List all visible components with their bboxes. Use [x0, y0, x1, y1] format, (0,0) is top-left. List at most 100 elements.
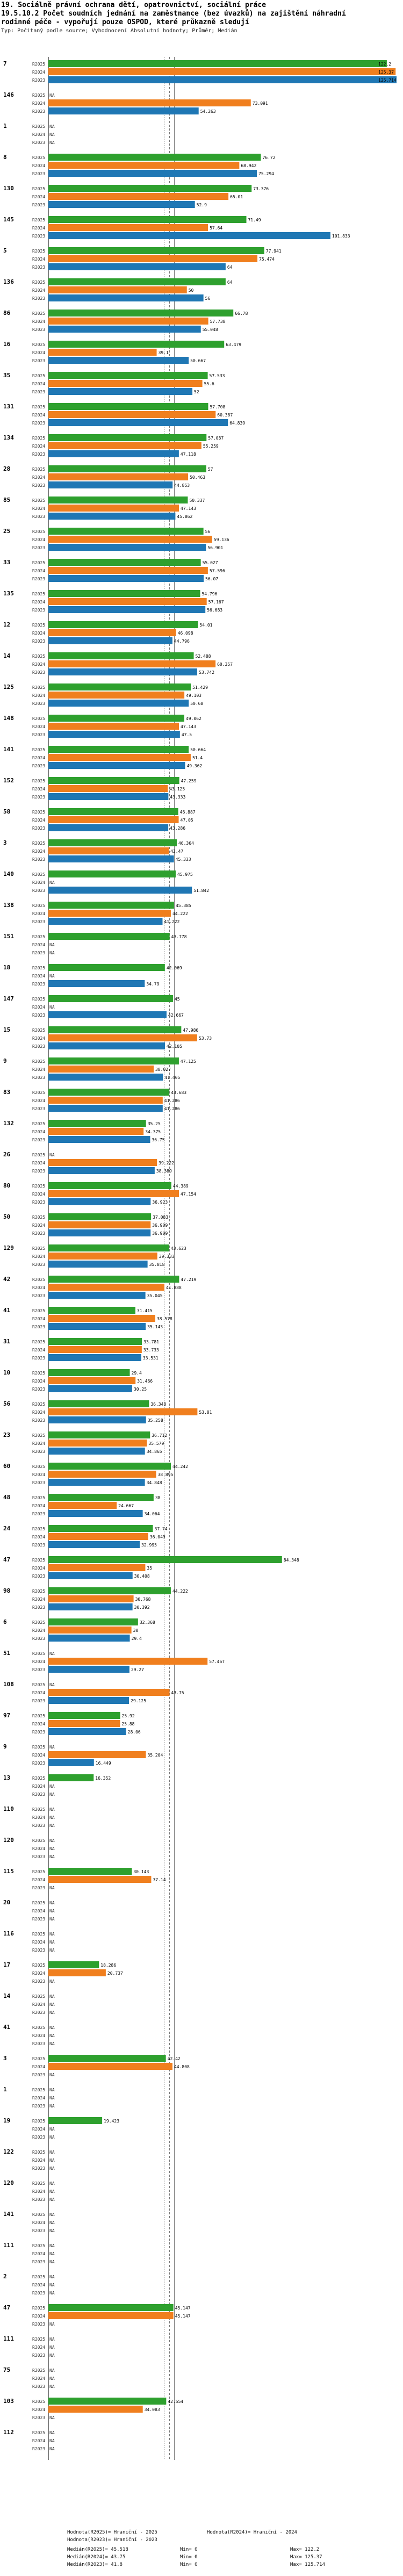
series-label: R2023 — [32, 1823, 45, 1828]
value-label: 35.204 — [147, 1753, 163, 1758]
bar-r2024 — [48, 1377, 136, 1384]
value-label: NA — [49, 2096, 55, 2100]
value-label: 33.781 — [143, 1340, 159, 1344]
bar-r2024 — [48, 1658, 208, 1665]
bar-r2023 — [48, 1635, 130, 1642]
bar-r2024 — [48, 1564, 146, 1571]
bar-r2025 — [48, 310, 234, 316]
value-label: NA — [49, 1901, 55, 1905]
category-label: 110 — [3, 1805, 14, 1812]
series-label: R2024 — [32, 1348, 45, 1352]
value-label: 34.064 — [145, 1512, 160, 1516]
series-label: R2025 — [32, 1495, 45, 1500]
value-label: 51.429 — [192, 685, 208, 690]
series-label: R2025 — [32, 1682, 45, 1687]
value-label: NA — [49, 2415, 55, 2420]
series-label: R2023 — [32, 1512, 45, 1516]
category-label: 2 — [3, 2273, 7, 2280]
bar-r2023 — [48, 76, 397, 83]
value-label: 25.88 — [121, 1722, 134, 1726]
series-label: R2025 — [32, 1433, 45, 1438]
value-label: 50.68 — [190, 701, 203, 706]
bar-r2023 — [48, 762, 185, 769]
value-label: NA — [49, 1815, 55, 1820]
bar-r2025 — [48, 1089, 170, 1096]
category-label: 134 — [3, 434, 14, 441]
value-label: 42.42 — [168, 2056, 181, 2061]
value-label: NA — [49, 93, 55, 98]
value-label: 71.49 — [248, 218, 261, 222]
category-label: 145 — [3, 216, 14, 223]
category-label: 122 — [3, 2148, 14, 2155]
series-label: R2024 — [32, 1067, 45, 1072]
value-label: 37.74 — [155, 1527, 168, 1531]
bar-r2023 — [48, 1759, 94, 1766]
bar-r2023 — [48, 481, 173, 488]
series-label: R2025 — [32, 779, 45, 783]
value-label: 44.222 — [172, 911, 188, 916]
series-label: R2025 — [32, 218, 45, 222]
series-label: R2024 — [32, 1784, 45, 1789]
bar-r2023 — [48, 294, 204, 301]
category-label: 85 — [3, 497, 10, 503]
series-label: R2023 — [32, 2260, 45, 2264]
bar-r2024 — [48, 286, 187, 293]
value-label: NA — [49, 2197, 55, 2202]
bar-r2023 — [48, 1011, 167, 1018]
value-label: 38.389 — [156, 1169, 172, 1174]
value-label: 35.25 — [148, 1121, 161, 1126]
series-label: R2024 — [32, 1254, 45, 1259]
value-label: 24.667 — [118, 1503, 134, 1508]
category-label: 151 — [3, 933, 14, 940]
bar-r2025 — [48, 1868, 132, 1875]
category-label: 138 — [3, 902, 14, 909]
series-label: R2025 — [32, 93, 45, 98]
series-label: R2023 — [32, 577, 45, 581]
bar-r2025 — [48, 590, 200, 597]
bar-r2025 — [48, 1182, 171, 1189]
series-label: R2024 — [32, 226, 45, 231]
bar-r2023 — [48, 637, 172, 644]
bar-r2023 — [48, 1229, 151, 1236]
series-label: R2023 — [32, 1636, 45, 1641]
series-label: R2024 — [32, 2189, 45, 2194]
median-r2024: Medián(R2024)= 43.75 — [67, 2555, 126, 2560]
value-label: 122.2 — [378, 62, 391, 67]
category-label: 108 — [3, 1681, 14, 1688]
bar-r2024 — [48, 692, 185, 699]
value-label: 43.47 — [170, 849, 183, 854]
series-label: R2023 — [32, 608, 45, 613]
series-label: R2023 — [32, 1387, 45, 1392]
value-label: 35.045 — [147, 1293, 163, 1298]
value-label: NA — [49, 2189, 55, 2194]
series-label: R2023 — [32, 1605, 45, 1610]
series-label: R2023 — [32, 2353, 45, 2358]
series-label: R2025 — [32, 685, 45, 690]
value-label: 64 — [227, 265, 233, 270]
value-label: NA — [49, 140, 55, 145]
series-label: R2024 — [32, 1472, 45, 1477]
series-label: R2025 — [32, 2025, 45, 2030]
series-label: R2025 — [32, 280, 45, 285]
value-label: 52.488 — [196, 654, 211, 659]
series-label: R2024 — [32, 413, 45, 418]
value-label: 35.258 — [148, 1418, 163, 1423]
series-label: R2024 — [32, 1566, 45, 1571]
series-label: R2024 — [32, 70, 45, 75]
series-label: R2024 — [32, 2096, 45, 2100]
series-label: R2025 — [32, 1028, 45, 1033]
series-label: R2025 — [32, 1464, 45, 1469]
value-label: 47.143 — [181, 506, 196, 511]
value-label: 57 — [208, 467, 213, 472]
bar-r2024 — [48, 380, 203, 387]
value-label: NA — [49, 2322, 55, 2327]
bar-r2024 — [48, 2063, 172, 2070]
max-r2023: Max= 125.714 — [290, 2562, 326, 2567]
bar-r2025 — [48, 60, 387, 67]
min-r2025: Min= 0 — [180, 2547, 198, 2552]
series-label: R2025 — [32, 1121, 45, 1126]
value-label: 18.286 — [100, 1963, 116, 1968]
value-label: 45.147 — [175, 2306, 191, 2311]
value-label: 56.07 — [205, 577, 218, 581]
value-label: 55.6 — [204, 382, 214, 386]
